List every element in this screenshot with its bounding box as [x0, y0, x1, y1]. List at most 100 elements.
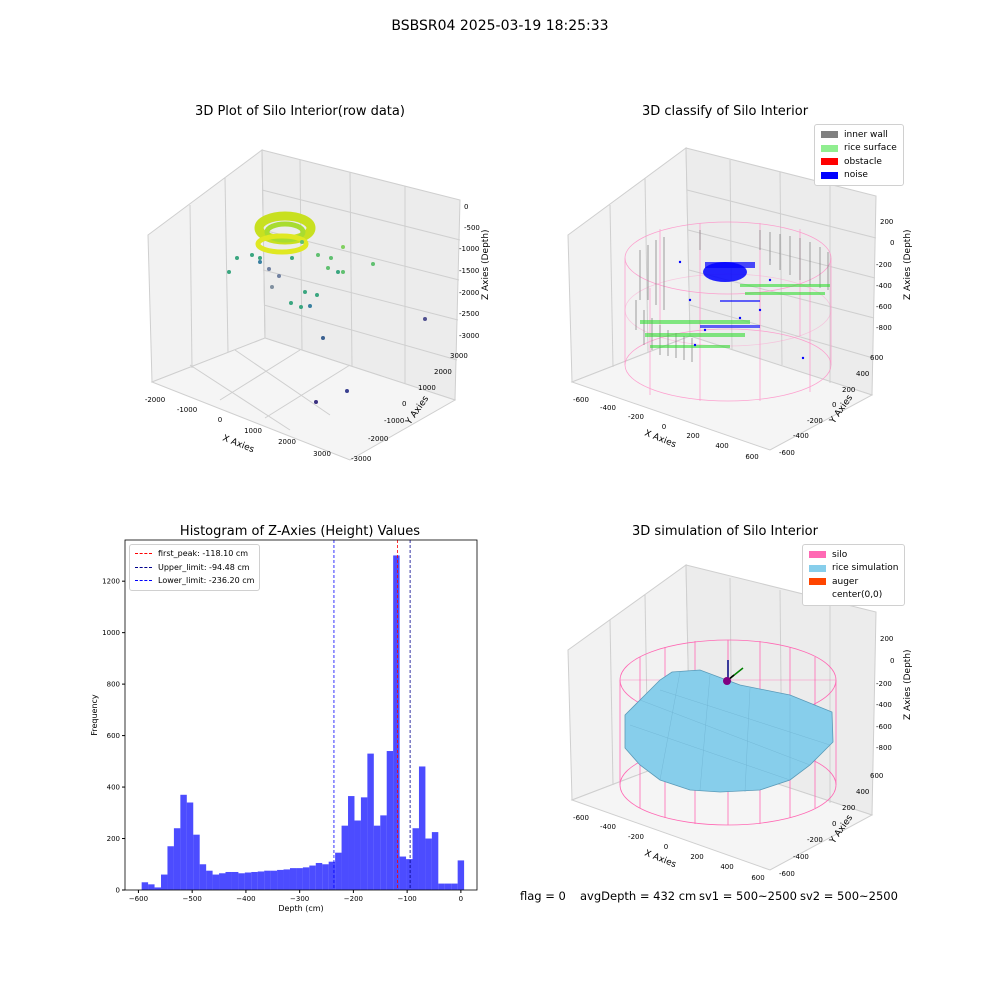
histogram-xtick-label: −300 — [290, 895, 309, 903]
raw-ztick: -1000 — [459, 245, 479, 253]
legend-swatch — [821, 131, 838, 139]
classify-ztick: 0 — [890, 239, 894, 247]
classify-xtick: -200 — [628, 413, 644, 421]
histogram-bar — [270, 870, 278, 890]
histogram-bar — [277, 869, 284, 890]
classify-plot-title: 3D classify of Silo Interior — [641, 104, 809, 119]
histogram-bar — [186, 802, 194, 890]
histogram-bar — [141, 882, 149, 890]
histogram-bar — [161, 874, 168, 890]
histogram-bar — [212, 874, 220, 890]
histogram-bar — [206, 870, 213, 890]
simulation-ztick: -400 — [876, 701, 892, 709]
classify-xtick: -400 — [600, 404, 616, 412]
raw-ztick: -500 — [464, 224, 480, 232]
classify-ytick: -400 — [793, 432, 809, 440]
raw-ytick: 0 — [402, 400, 406, 408]
simulation-ytick: 400 — [856, 788, 869, 796]
simulation-xtick: -200 — [628, 833, 644, 841]
histogram-bar — [354, 820, 361, 890]
histogram-ytick-label: 0 — [116, 887, 120, 895]
histogram-bar — [283, 869, 290, 890]
histogram-bar — [302, 867, 310, 890]
raw-plot-title: 3D Plot of Silo Interior(row data) — [195, 104, 405, 119]
classify-ztick: -600 — [876, 303, 892, 311]
footer-sv2: sv2 = 500~2500 — [800, 889, 898, 903]
histogram-bar — [167, 846, 174, 890]
legend-entry: inner wall — [821, 128, 897, 142]
classify-tick-labels: -600 -400 -200 0 200 400 600 -600 -400 -… — [573, 218, 894, 461]
simulation-plot-title: 3D simulation of Silo Interior — [632, 524, 818, 539]
legend-label: noise — [844, 170, 868, 181]
simulation-xtick: 400 — [720, 863, 733, 871]
histogram-vertical-lines — [333, 540, 411, 890]
histogram-bar — [296, 868, 303, 890]
histogram-xtick-label: −100 — [398, 895, 417, 903]
histogram-ytick-label: 1200 — [102, 578, 120, 586]
raw-ytick: -3000 — [351, 455, 371, 463]
legend-label: rice surface — [844, 143, 897, 154]
histogram-bar — [219, 873, 226, 890]
histogram-frame — [124, 539, 478, 891]
legend-entry: noise — [821, 169, 897, 183]
legend-label: Upper_limit: -94.48 cm — [158, 562, 250, 572]
classify-rice-surface — [640, 284, 830, 348]
legend-entry: rice surface — [821, 142, 897, 156]
simulation-xlabel: X Axies — [643, 849, 678, 871]
raw-ring-cluster — [254, 211, 316, 255]
simulation-xtick: 600 — [751, 874, 764, 882]
histogram-bar — [225, 871, 232, 890]
footer-avg-depth: avgDepth = 432 cm — [580, 889, 697, 903]
histogram-bar — [399, 856, 407, 890]
legend-label: auger — [832, 576, 859, 587]
histogram-bar — [431, 832, 439, 890]
classify-ztick: 200 — [880, 218, 893, 226]
rice-surface-mesh — [629, 671, 831, 793]
footer-sv1: sv1 = 500~2500 — [699, 889, 797, 903]
histogram-bar — [244, 872, 252, 890]
histogram-bar — [451, 883, 458, 890]
legend-label: rice simulation — [832, 563, 899, 574]
histogram-bar — [289, 868, 297, 890]
raw-ytick: -2000 — [368, 435, 388, 443]
raw-axes-panes — [147, 149, 461, 461]
raw-ytick: 3000 — [450, 352, 468, 360]
histogram-legend: first_peak: -118.10 cm Upper_limit: -94.… — [129, 544, 261, 591]
histogram-ylabel: Frequency — [90, 694, 99, 736]
simulation-ztick: -200 — [876, 680, 892, 688]
histogram-ytick-label: 1000 — [102, 629, 120, 637]
histogram-bar — [393, 555, 400, 890]
legend-line — [135, 580, 152, 582]
raw-ztick: -1500 — [459, 267, 479, 275]
histogram-xtick-label: −400 — [236, 895, 255, 903]
simulation-ytick: 200 — [842, 804, 855, 812]
histogram-bar — [412, 828, 419, 890]
raw-ztick: -2500 — [459, 310, 479, 318]
histogram-bar — [264, 870, 271, 890]
legend-label: first_peak: -118.10 cm — [158, 549, 249, 559]
histogram-xtick-label: −200 — [344, 895, 363, 903]
raw-xtick: 3000 — [313, 450, 331, 458]
legend-entry: first_peak: -118.10 cm — [135, 547, 254, 561]
histogram-bar — [173, 828, 181, 890]
classify-ytick: 200 — [842, 386, 855, 394]
histogram-yticks: 0 200 400 600 800 1000 1200 — [102, 578, 125, 895]
legend-label: silo — [832, 549, 848, 560]
raw-scatter-points — [227, 211, 427, 404]
raw-ytick: 1000 — [418, 384, 436, 392]
simulation-ytick: -200 — [807, 836, 823, 844]
classify-xtick: 600 — [745, 453, 758, 461]
auger-marker — [723, 660, 744, 685]
simulation-tick-labels: -600 -400 -200 0 200 400 600 -600 -400 -… — [573, 635, 894, 882]
legend-line — [135, 566, 152, 568]
raw-zlabel: Z Axies (Depth) — [481, 229, 491, 300]
classify-xtick: 400 — [715, 442, 728, 450]
classify-ztick: -400 — [876, 282, 892, 290]
histogram-bar — [180, 794, 187, 890]
legend-label: Lower_limit: -236.20 cm — [158, 576, 255, 586]
histogram-bar — [438, 883, 445, 890]
